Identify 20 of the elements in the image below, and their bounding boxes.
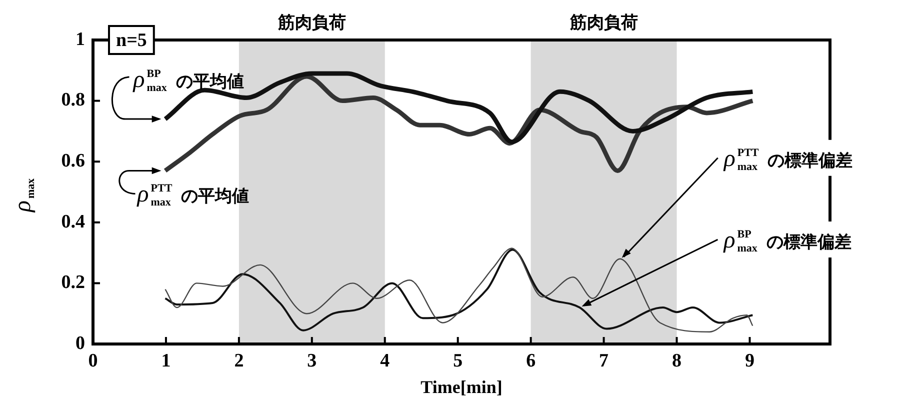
x-tick-label: 1 [161, 350, 171, 372]
y-tick-label: 0 [76, 332, 85, 354]
y-tick-label: 0.4 [61, 211, 86, 232]
x-tick-label: 6 [526, 350, 536, 372]
x-tick-label: 5 [453, 350, 463, 372]
y-tick-label: 1 [76, 28, 85, 50]
x-tick-label: 7 [599, 350, 610, 372]
x-tick-label: 8 [672, 350, 682, 372]
x-tick-label: 4 [380, 350, 390, 372]
y-tick-label: 0.8 [61, 90, 85, 111]
x-tick-label: 3 [307, 350, 317, 372]
band-label: 筋肉負荷 [568, 13, 638, 33]
y-axis-title: ρmax [10, 178, 37, 213]
annotation: n=5 [116, 30, 147, 51]
x-tick-label: 2 [234, 350, 244, 372]
y-tick-label: 0.2 [61, 272, 85, 294]
x-tick-label: 9 [744, 350, 754, 372]
x-axis-title: Time[min] [420, 376, 502, 397]
band-label: 筋肉負荷 [276, 13, 346, 33]
y-tick-label: 0.6 [61, 150, 85, 172]
